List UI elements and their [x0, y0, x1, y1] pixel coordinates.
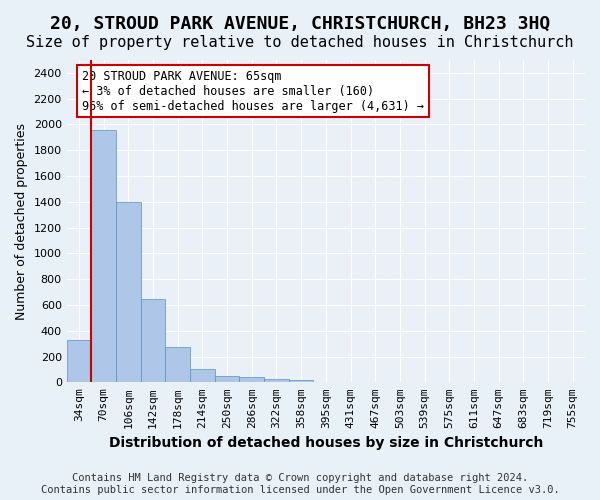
- Text: 20, STROUD PARK AVENUE, CHRISTCHURCH, BH23 3HQ: 20, STROUD PARK AVENUE, CHRISTCHURCH, BH…: [50, 15, 550, 33]
- Bar: [67, 340, 91, 382]
- Bar: [91, 130, 116, 382]
- Bar: [166, 347, 190, 382]
- Text: 20 STROUD PARK AVENUE: 65sqm
← 3% of detached houses are smaller (160)
96% of se: 20 STROUD PARK AVENUE: 65sqm ← 3% of det…: [82, 70, 424, 112]
- Bar: [190, 370, 215, 382]
- Bar: [215, 376, 239, 382]
- X-axis label: Distribution of detached houses by size in Christchurch: Distribution of detached houses by size …: [109, 436, 543, 450]
- Text: Size of property relative to detached houses in Christchurch: Size of property relative to detached ho…: [26, 35, 574, 50]
- Bar: [239, 377, 264, 382]
- Bar: [116, 202, 141, 382]
- Bar: [289, 380, 313, 382]
- Bar: [264, 378, 289, 382]
- Y-axis label: Number of detached properties: Number of detached properties: [15, 122, 28, 320]
- Bar: [141, 298, 166, 382]
- Text: Contains HM Land Registry data © Crown copyright and database right 2024.
Contai: Contains HM Land Registry data © Crown c…: [41, 474, 559, 495]
